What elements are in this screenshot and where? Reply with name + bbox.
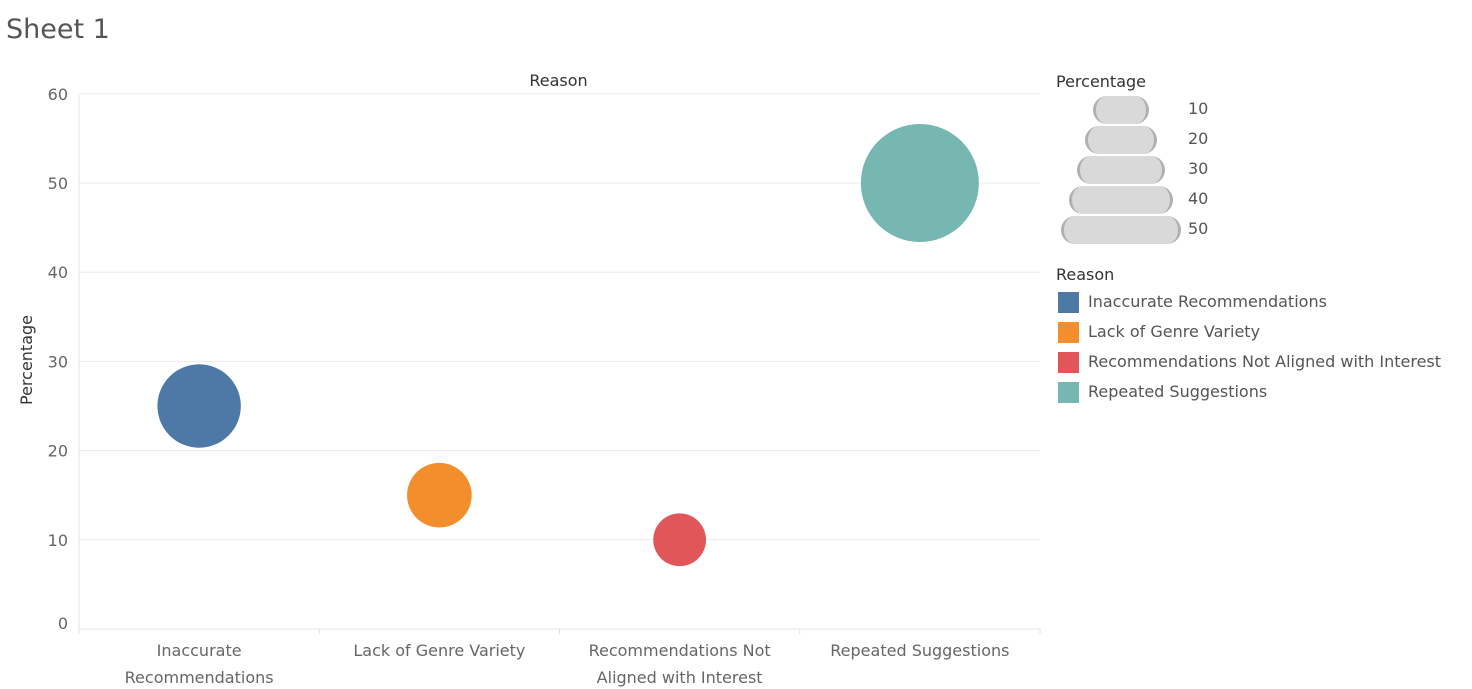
x-tick-label: Recommendations Not Aligned with Interest xyxy=(589,641,771,687)
bubble-mark[interactable] xyxy=(157,364,241,448)
x-tick-label: Repeated Suggestions xyxy=(830,641,1009,660)
color-swatch xyxy=(1058,292,1079,313)
color-legend-label: Repeated Suggestions xyxy=(1088,382,1268,401)
size-legend-item[interactable]: 50 xyxy=(1056,215,1216,245)
size-legend-shape xyxy=(1085,126,1157,154)
size-legend-title[interactable]: Percentage xyxy=(1056,72,1147,91)
size-legend-item[interactable]: 10 xyxy=(1056,95,1216,125)
bubble-mark[interactable] xyxy=(860,124,979,242)
size-legend-item[interactable]: 20 xyxy=(1056,125,1216,155)
bubble-chart: 0 10 20 30 40 50 60 Reason Percentage Inaccurate R… xyxy=(17,71,1041,687)
size-legend-item[interactable]: 30 xyxy=(1056,155,1216,185)
sheet-title: Sheet 1 xyxy=(6,14,110,45)
color-legend-label: Recommendations Not Aligned with Interes… xyxy=(1088,352,1442,371)
color-swatch xyxy=(1058,322,1079,343)
y-tick-label: 60 xyxy=(48,85,68,104)
size-legend-label: 40 xyxy=(1188,189,1209,208)
size-legend-item[interactable]: 40 xyxy=(1056,185,1216,215)
x-tick-label: Inaccurate Recommendations xyxy=(125,641,274,687)
y-tick-label: 0 xyxy=(58,614,68,633)
size-legend-label: 50 xyxy=(1188,219,1209,238)
color-legend-label: Lack of Genre Variety xyxy=(1088,322,1261,341)
size-legend-label: 20 xyxy=(1188,129,1209,148)
y-tick-label: 10 xyxy=(48,531,68,550)
size-legend-shape xyxy=(1069,186,1173,214)
bubble-mark[interactable] xyxy=(653,513,707,567)
size-legend-shape xyxy=(1077,156,1165,184)
y-tick-label: 50 xyxy=(48,174,68,193)
size-legend-shape xyxy=(1093,96,1149,124)
y-tick-label: 40 xyxy=(48,263,68,282)
y-tick-label: 30 xyxy=(48,352,68,371)
x-tick-label: Lack of Genre Variety xyxy=(353,641,525,660)
y-axis-label[interactable]: Percentage xyxy=(17,315,36,405)
color-swatch xyxy=(1058,382,1079,403)
column-header[interactable]: Reason xyxy=(529,71,587,90)
y-tick-label: 20 xyxy=(48,442,68,461)
bubble-mark[interactable] xyxy=(407,462,472,528)
size-legend-label: 30 xyxy=(1188,159,1209,178)
color-legend-title[interactable]: Reason xyxy=(1056,265,1115,284)
color-legend-label: Inaccurate Recommendations xyxy=(1088,292,1327,311)
color-swatch xyxy=(1058,352,1079,373)
size-legend-label: 10 xyxy=(1188,99,1209,118)
size-legend-shape xyxy=(1061,216,1181,244)
